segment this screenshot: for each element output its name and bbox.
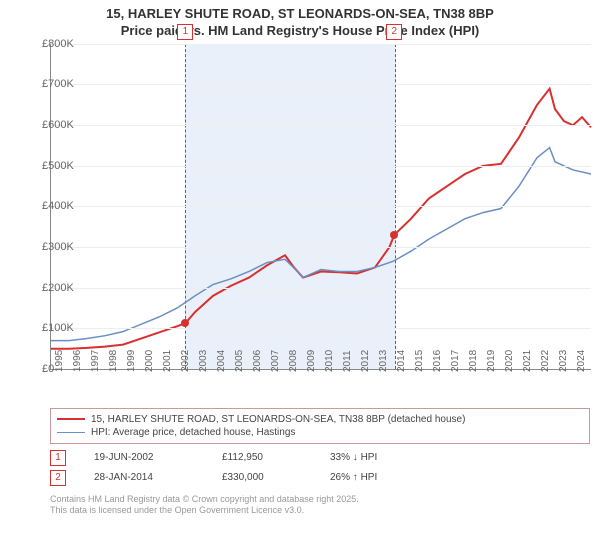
x-tick-label: 2018 (468, 350, 479, 372)
gridline (51, 288, 591, 289)
gridline (51, 328, 591, 329)
x-tick-label: 2024 (576, 350, 587, 372)
sale-delta: 26% ↑ HPI (330, 472, 377, 483)
x-tick-label: 2010 (324, 350, 335, 372)
x-tick-label: 1999 (126, 350, 137, 372)
gridline (51, 125, 591, 126)
sale-delta: 33% ↓ HPI (330, 452, 377, 463)
x-tick-label: 1998 (108, 350, 119, 372)
sale-index: 2 (50, 470, 66, 486)
x-tick-label: 2005 (234, 350, 245, 372)
x-tick-label: 2004 (216, 350, 227, 372)
title-line-1: 15, HARLEY SHUTE ROAD, ST LEONARDS-ON-SE… (0, 6, 600, 23)
x-tick-label: 2016 (432, 350, 443, 372)
x-tick-label: 2007 (270, 350, 281, 372)
y-tick-label: £300K (42, 241, 44, 253)
sale-marker: 2 (386, 24, 402, 40)
sale-date: 28-JAN-2014 (94, 472, 194, 483)
x-tick-label: 2013 (378, 350, 389, 372)
chart-area: 1995 1996 1997 1998 1999 2000 2001 2002 2003 2004… (50, 44, 590, 404)
x-tick-label: 2002 (180, 350, 191, 372)
legend-item-hpi: HPI: Average price, detached house, Hast… (57, 426, 583, 439)
legend-item-price-paid: 15, HARLEY SHUTE ROAD, ST LEONARDS-ON-SE… (57, 413, 583, 426)
y-tick-label: £700K (42, 78, 44, 90)
x-tick-label: 2021 (522, 350, 533, 372)
chart-title: 15, HARLEY SHUTE ROAD, ST LEONARDS-ON-SE… (0, 0, 600, 44)
x-tick-label: 2017 (450, 350, 461, 372)
x-tick-label: 2001 (162, 350, 173, 372)
y-tick-label: £600K (42, 119, 44, 131)
series-line-price_paid (51, 88, 591, 348)
y-tick-label: £500K (42, 160, 44, 172)
x-tick-label: 2022 (540, 350, 551, 372)
sales-table: 1 19-JUN-2002 £112,950 33% ↓ HPI 2 28-JAN-201… (50, 448, 590, 488)
footer: Contains HM Land Registry data © Crown c… (50, 494, 590, 517)
legend-label: 15, HARLEY SHUTE ROAD, ST LEONARDS-ON-SE… (91, 414, 465, 425)
footer-line-1: Contains HM Land Registry data © Crown c… (50, 494, 590, 506)
gridline (51, 44, 591, 45)
series-line-hpi (51, 147, 591, 340)
x-tick-label: 2006 (252, 350, 263, 372)
y-tick-label: £0 (42, 363, 44, 375)
x-tick-label: 2015 (414, 350, 425, 372)
x-tick-label: 2020 (504, 350, 515, 372)
x-tick-label: 2011 (342, 350, 353, 372)
sales-row: 2 28-JAN-2014 £330,000 26% ↑ HPI (50, 468, 590, 488)
sale-price: £330,000 (222, 472, 302, 483)
x-tick-label: 2023 (558, 350, 569, 372)
legend: 15, HARLEY SHUTE ROAD, ST LEONARDS-ON-SE… (50, 408, 590, 444)
gridline (51, 206, 591, 207)
legend-label: HPI: Average price, detached house, Hast… (91, 427, 295, 438)
sale-marker: 1 (177, 24, 193, 40)
gridline (51, 84, 591, 85)
x-tick-label: 2000 (144, 350, 155, 372)
y-tick-label: £800K (42, 38, 44, 50)
legend-swatch (57, 432, 85, 433)
x-tick-label: 1996 (72, 350, 83, 372)
y-tick-label: £100K (42, 322, 44, 334)
sale-dot (181, 319, 189, 327)
title-line-2: Price paid vs. HM Land Registry's House … (0, 23, 600, 40)
sale-dot (390, 231, 398, 239)
x-tick-label: 1997 (90, 350, 101, 372)
gridline (51, 247, 591, 248)
x-tick-label: 2019 (486, 350, 497, 372)
plot-region: 1995 1996 1997 1998 1999 2000 2001 2002 2003 2004… (50, 44, 591, 370)
x-tick-label: 2014 (396, 350, 407, 372)
footer-line-2: This data is licensed under the Open Gov… (50, 505, 590, 517)
legend-swatch (57, 418, 85, 420)
x-tick-label: 1995 (54, 350, 65, 372)
sale-price: £112,950 (222, 452, 302, 463)
sale-index: 1 (50, 450, 66, 466)
sales-row: 1 19-JUN-2002 £112,950 33% ↓ HPI (50, 448, 590, 468)
sale-date: 19-JUN-2002 (94, 452, 194, 463)
x-tick-label: 2003 (198, 350, 209, 372)
y-tick-label: £200K (42, 282, 44, 294)
x-tick-label: 2008 (288, 350, 299, 372)
x-tick-label: 2012 (360, 350, 371, 372)
y-tick-label: £400K (42, 200, 44, 212)
gridline (51, 166, 591, 167)
x-tick-label: 2009 (306, 350, 317, 372)
